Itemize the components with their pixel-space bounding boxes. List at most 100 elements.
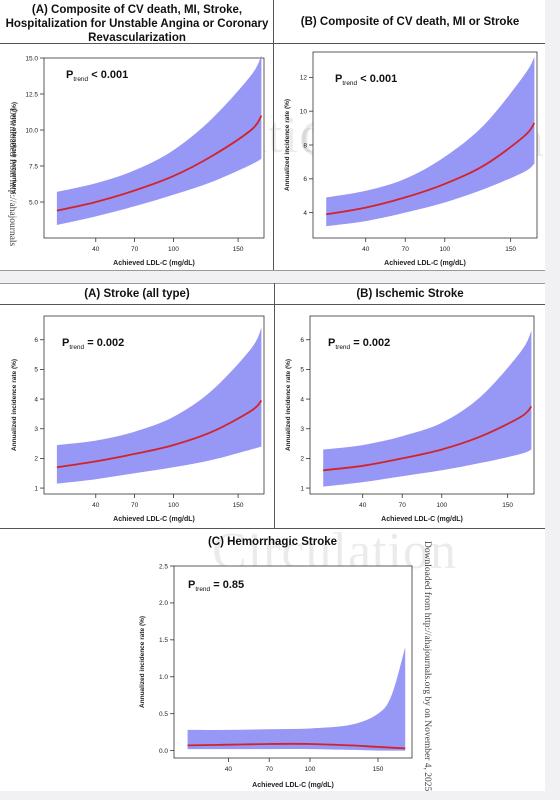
confidence-band	[326, 57, 535, 227]
p-subscript: trend	[73, 76, 88, 83]
y-tick-label: 2	[34, 456, 38, 463]
x-axis-label: Achieved LDL-C (mg/dL)	[252, 782, 334, 789]
x-tick-label: 100	[439, 246, 450, 253]
confidence-band	[187, 647, 406, 751]
p-letter: P	[66, 69, 73, 81]
y-tick-label: 15.0	[25, 55, 38, 62]
x-tick-label: 70	[402, 246, 410, 253]
y-tick-label: 2	[300, 456, 304, 463]
y-tick-label: 3	[34, 426, 38, 433]
p-letter: P	[62, 337, 69, 349]
estimate-line	[56, 115, 263, 212]
p-subscript: trend	[195, 586, 210, 593]
y-tick-label: 6	[34, 337, 38, 344]
y-tick-label: 8	[303, 142, 307, 149]
x-tick-label: 70	[131, 502, 139, 509]
x-tick-label: 40	[92, 502, 100, 509]
confidence-band	[56, 327, 262, 484]
panel-title-composite-cv: (B) Composite of CV death, MI or Stroke	[300, 16, 520, 28]
y-tick-label: 2.0	[159, 600, 168, 607]
p-subscript: trend	[335, 344, 350, 351]
x-tick-label: 100	[168, 502, 179, 509]
y-tick-label: 4	[34, 396, 38, 403]
x-axis-label: Achieved LDL-C (mg/dL)	[113, 516, 195, 523]
p-subscript: trend	[342, 80, 357, 87]
p-trend-label: Ptrend = 0.002	[328, 337, 390, 351]
x-tick-label: 150	[502, 502, 513, 509]
x-tick-label: 100	[168, 246, 179, 253]
y-axis-label: Annualized incidence rate (%)	[284, 99, 291, 191]
y-axis-label: Annualized incidence rate (%)	[11, 102, 18, 194]
panel-title-line: Revascularization	[88, 32, 186, 44]
mid-panel-divider	[274, 283, 275, 528]
lower-divider	[0, 528, 545, 529]
p-trend-label: Ptrend = 0.85	[188, 579, 244, 593]
panel-title-composite-all: (A) Composite of CV death, MI, Stroke, H…	[2, 3, 272, 45]
y-tick-label: 5.0	[29, 199, 38, 206]
p-value: < 0.001	[357, 73, 397, 85]
y-tick-label: 4	[300, 396, 304, 403]
panel-title-ischemic: (B) Ischemic Stroke	[356, 288, 464, 300]
p-trend-label: Ptrend < 0.001	[66, 69, 128, 83]
p-trend-label: Ptrend < 0.001	[335, 73, 397, 87]
mid-title-divider	[0, 304, 545, 305]
estimate-line	[323, 405, 533, 472]
estimate-line	[187, 742, 406, 750]
x-tick-label: 70	[399, 502, 407, 509]
x-tick-label: 70	[131, 246, 139, 253]
x-tick-label: 40	[362, 246, 370, 253]
x-axis-label: Achieved LDL-C (mg/dL)	[113, 260, 195, 267]
p-letter: P	[188, 579, 195, 591]
x-tick-label: 40	[92, 246, 100, 253]
x-tick-label: 150	[233, 502, 244, 509]
estimate-line	[326, 122, 536, 216]
y-tick-label: 10.0	[25, 127, 38, 134]
chart-ischemic-stroke: 40 70 100 150 1 2 3 4 5 6 Achieved LDL-C (mg/dL) An…	[285, 315, 535, 523]
x-axis-label: Achieved LDL-C (mg/dL)	[381, 516, 463, 523]
chart-composite-cv: 40 70 100 150 4 6 8 10 12 Achieved LDL-C (mg/dL) A…	[284, 51, 538, 267]
x-tick-label: 150	[505, 246, 516, 253]
y-tick-label: 0.5	[159, 711, 168, 718]
chart-stroke-all: 40 70 100 150 1 2 3 4 5 6 Achieved LDL-C (mg/dL) An…	[11, 315, 265, 523]
x-tick-label: 100	[436, 502, 447, 509]
y-axis-label: Annualized incidence rate (%)	[11, 359, 18, 451]
y-tick-label: 1.0	[159, 674, 168, 681]
chart-composite-all: 40 70 100 150 5.0 7.5 10.0 12.5 15.0 Achieved LDL…	[11, 55, 265, 267]
chart-hemorrhagic-stroke: 40 70 100 150 0.0 0.5 1.0 1.5 2.0 2.5 Achieved LDL…	[139, 563, 413, 789]
y-tick-label: 1.5	[159, 637, 168, 644]
x-axis-label: Achieved LDL-C (mg/dL)	[384, 260, 466, 267]
y-tick-label: 2.5	[159, 563, 168, 570]
p-subscript: trend	[69, 344, 84, 351]
p-value: = 0.002	[84, 337, 124, 349]
x-tick-label: 150	[233, 246, 244, 253]
panel-title-stroke-all: (A) Stroke (all type)	[84, 288, 190, 300]
x-tick-label: 40	[359, 502, 367, 509]
x-tick-label: 70	[266, 766, 274, 773]
p-letter: P	[335, 73, 342, 85]
x-tick-label: 40	[225, 766, 233, 773]
panel-title-hemorrhagic: (C) Hemorrhagic Stroke	[207, 536, 338, 548]
confidence-band	[56, 55, 262, 225]
top-title-divider	[0, 43, 545, 44]
y-tick-label: 4	[303, 210, 307, 217]
y-tick-label: 3	[300, 426, 304, 433]
y-tick-label: 0.0	[159, 748, 168, 755]
p-trend-label: Ptrend = 0.002	[62, 337, 124, 351]
p-value: = 0.85	[210, 579, 244, 591]
x-tick-label: 100	[305, 766, 316, 773]
y-tick-label: 12.5	[25, 91, 38, 98]
y-tick-label: 5	[34, 367, 38, 374]
y-tick-label: 1	[34, 485, 38, 492]
y-tick-label: 12	[300, 75, 308, 82]
panel-title-line: (A) Composite of CV death, MI, Stroke,	[31, 4, 243, 16]
y-axis-label: Annualized incidence rate (%)	[285, 359, 292, 451]
top-panel-divider	[273, 0, 274, 270]
y-tick-label: 10	[300, 108, 308, 115]
side-download-note: Downloaded from http://ahajournals.org b…	[422, 541, 432, 792]
y-tick-label: 1	[300, 485, 304, 492]
y-tick-label: 6	[303, 176, 307, 183]
panel-title-line: Hospitalization for Unstable Angina or C…	[5, 18, 269, 30]
p-letter: P	[328, 337, 335, 349]
p-value: = 0.002	[350, 337, 390, 349]
estimate-line	[56, 399, 263, 469]
